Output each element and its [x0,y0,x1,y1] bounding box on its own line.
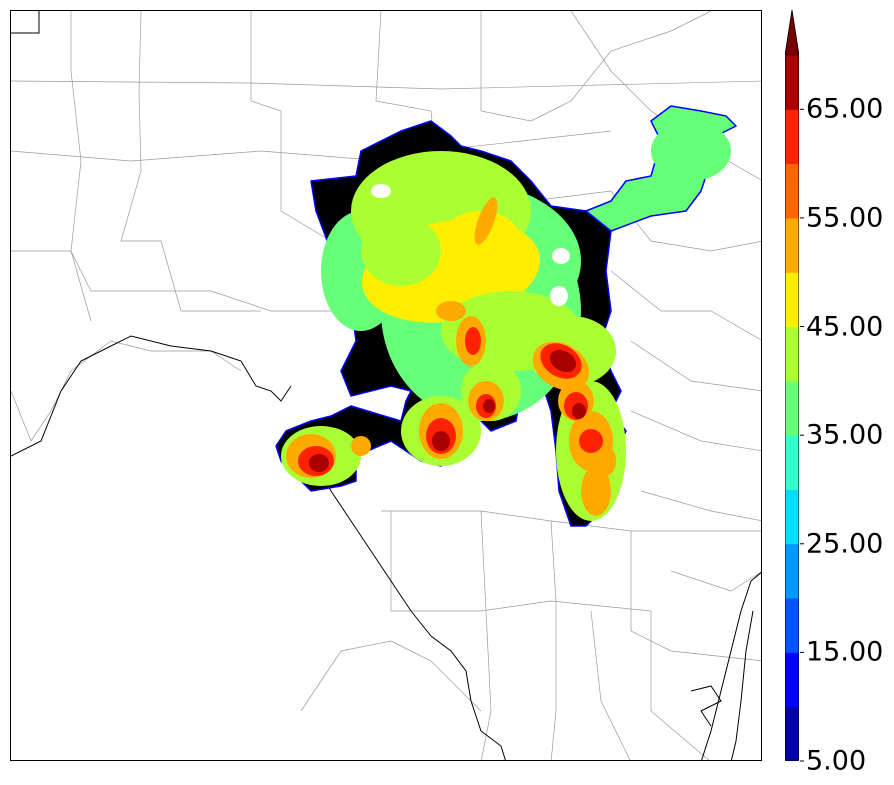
reflectivity-cell [351,436,371,456]
colorbar-bin [785,543,799,599]
reflectivity-cell [432,431,450,451]
colorbar-bin [785,489,799,545]
colorbar-tick-label: 25.00 [806,528,884,560]
colorbar-bin [785,706,799,761]
colorbar-tick-label: 15.00 [806,636,884,668]
reflectivity-cell [572,403,586,419]
reflectivity-cell [309,454,329,472]
reflectivity-field [275,105,737,527]
colorbar-bin [785,652,799,708]
reflectivity-cell [474,197,498,245]
reflectivity-cell [651,121,731,181]
county-boundaries [11,11,761,760]
colorbar-bin [785,109,799,165]
colorbar-tick-label: 35.00 [806,419,884,451]
colorbar-tick-label: 5.00 [806,745,867,777]
reflectivity-cell [436,301,466,321]
colorbar-tick-label: 55.00 [806,202,884,234]
reflectivity-cell [550,286,568,306]
colorbar-ticks [800,108,804,762]
colorbar-bin [785,326,799,382]
reflectivity-cell [581,466,611,516]
reflectivity-map [10,10,762,761]
colorbar-tick-label: 45.00 [806,311,884,343]
reflectivity-cell [549,349,577,373]
reflectivity-cell [361,216,441,286]
colorbar-bin [785,272,799,328]
reflectivity-cell [371,184,391,198]
colorbar-bin [785,55,799,110]
reflectivity-cell [465,327,481,355]
reflectivity-cell [579,429,603,453]
colorbar [785,10,799,761]
state-boundaries [11,11,761,760]
colorbar-tick-label: 65.00 [806,93,884,125]
reflectivity-cell [596,446,616,476]
colorbar-bin [785,380,799,436]
colorbar-extend-arrow [785,10,799,56]
colorbar-bin [785,163,799,219]
colorbar-bin [785,217,799,273]
colorbar-bin [785,598,799,653]
reflectivity-cell [552,248,570,264]
colorbar-bin [785,435,799,490]
reflectivity-cell [483,399,495,413]
map-canvas [11,11,761,760]
